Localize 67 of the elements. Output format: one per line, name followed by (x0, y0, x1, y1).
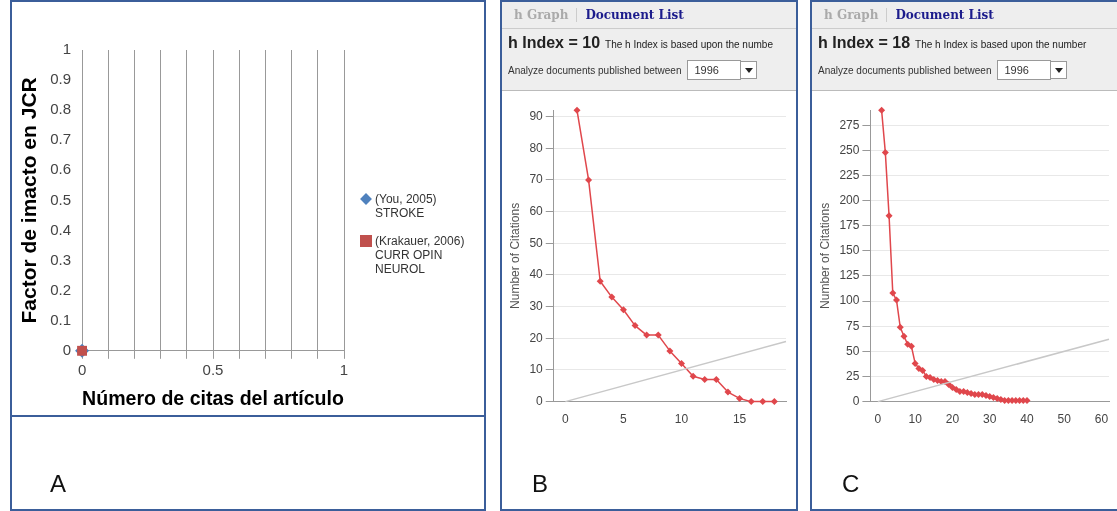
x-axis-title: Número de citas del artículo (82, 386, 344, 410)
y-tick-label: 275 (839, 117, 860, 132)
x-tick-label: 40 (1020, 412, 1034, 427)
y-tick-label: 175 (839, 218, 860, 233)
y-tick-label: 0.6 (50, 160, 72, 178)
legend-label: (You, 2005) STROKE (375, 192, 438, 220)
y-tick-label: 125 (839, 268, 860, 283)
x-tick-label: 0.5 (202, 360, 224, 378)
x-tick-label: 50 (1057, 412, 1072, 427)
y-tick-label: 0.1 (50, 310, 72, 328)
x-tick-label: 10 (908, 412, 923, 427)
y-tick-label: 0.5 (50, 190, 72, 208)
text: A (50, 470, 67, 498)
y-tick-label: 250 (839, 142, 860, 157)
y-tick-label: 70 (529, 172, 544, 187)
text: h Index = 10 (508, 34, 601, 51)
y-axis-title: Number of Citations (507, 202, 522, 309)
x-tick-label: 0 (562, 412, 570, 427)
y-tick-label: 0.9 (50, 70, 72, 88)
text: 1996 (997, 60, 1052, 80)
y-tick-label: 80 (529, 140, 544, 155)
x-tick-label: 0 (77, 360, 87, 378)
y-tick-label: 1 (62, 40, 72, 58)
text: The h Index is based upon the numbe (605, 39, 773, 50)
text: h Graph (514, 8, 578, 22)
text: Document List (895, 8, 994, 22)
y-tick-label: 40 (529, 267, 544, 282)
y-tick-label: 50 (846, 343, 860, 358)
y-tick-label: 200 (839, 192, 860, 207)
y-tick-label: 0.3 (50, 250, 72, 268)
text: C (842, 470, 860, 498)
y-tick-label: 75 (846, 318, 860, 333)
x-tick-label: 1 (339, 360, 349, 378)
y-tick-label: 0 (536, 393, 544, 408)
y-tick-label: 50 (529, 235, 544, 250)
y-tick-label: 30 (529, 298, 544, 313)
x-tick-label: 20 (945, 412, 960, 427)
text: Analyze documents published between (818, 64, 992, 76)
y-tick-label: 25 (846, 368, 860, 383)
x-tick-label: 0 (874, 412, 882, 427)
text: Document List (585, 8, 684, 22)
text: 1996 (687, 60, 742, 80)
x-tick-label: 5 (620, 412, 628, 427)
x-tick-label: 60 (1094, 412, 1109, 427)
text: h Graph (824, 8, 888, 22)
x-tick-label: 10 (674, 412, 689, 427)
y-tick-label: 225 (839, 167, 860, 182)
y-tick-label: 150 (839, 243, 860, 258)
text: Analyze documents published between (508, 64, 682, 76)
y-tick-label: 20 (529, 330, 544, 345)
text: The h Index is based upon the number (915, 39, 1087, 50)
y-tick-label: 90 (529, 108, 544, 123)
x-tick-label: 30 (983, 412, 997, 427)
y-tick-label: 0.4 (50, 220, 72, 238)
y-tick-label: 0.2 (50, 280, 72, 298)
y-tick-label: 0.7 (50, 130, 72, 148)
legend-label: (Krakauer, 2006) CURR OPIN NEUROL (375, 234, 466, 276)
text: B (532, 470, 549, 498)
y-tick-label: 0 (62, 340, 72, 358)
y-tick-label: 100 (839, 293, 860, 308)
y-tick-label: 0.8 (50, 100, 72, 118)
x-tick-label: 15 (732, 412, 747, 427)
y-tick-label: 60 (529, 203, 544, 218)
y-axis-title: Number of Citations (817, 202, 832, 309)
text: h Index = 18 (818, 34, 911, 51)
y-tick-label: 0 (852, 393, 860, 408)
y-axis-title: Factor de imacto en JCR (17, 77, 41, 324)
